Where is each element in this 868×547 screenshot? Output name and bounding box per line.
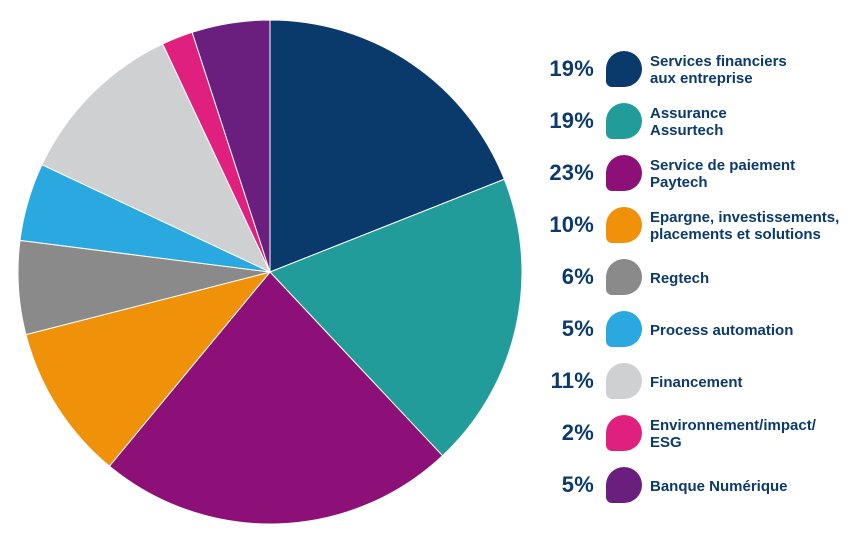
- legend-label-line: Environnement/impact/: [650, 417, 816, 434]
- legend-swatch: [606, 103, 642, 139]
- legend-label-line: Process automation: [650, 321, 794, 339]
- legend-percentage: 19%: [549, 108, 594, 133]
- pie-slice-1: [269, 19, 505, 273]
- legend-label: Process automation: [650, 304, 866, 356]
- legend-swatch: [606, 311, 642, 347]
- legend-percentage: 5%: [561, 472, 594, 497]
- legend-item: 5% Process automation: [526, 304, 866, 356]
- legend-swatch: [606, 415, 642, 451]
- legend-label: Banque Numérique: [650, 460, 866, 512]
- legend-swatch: [606, 259, 642, 295]
- legend-percentage: 10%: [549, 212, 594, 237]
- legend-item: 2% Environnement/impact/ESG: [526, 408, 866, 460]
- legend-label-line: ESG: [650, 434, 682, 451]
- legend-label: Epargne, investissements, placements et s…: [650, 200, 866, 252]
- legend-swatch: [606, 51, 642, 87]
- legend-item: 23% Service de paiement Paytech: [526, 148, 866, 200]
- legend-label: Assurance Assurtech: [650, 96, 866, 148]
- pie-slice-3: [108, 271, 444, 525]
- legend-label: Services financiers aux entreprise: [650, 44, 866, 96]
- legend-label-line: placements et solutions: [650, 226, 821, 243]
- pie-chart-svg: [17, 19, 523, 525]
- pie-slice-9: [191, 19, 271, 273]
- legend-swatch: [606, 363, 642, 399]
- legend-label-line: Assurance: [650, 105, 727, 122]
- legend-item: 19% Services financiers aux entreprise: [526, 44, 866, 96]
- legend-label-line: aux entreprise: [650, 70, 753, 87]
- legend-label-line: Regtech: [650, 269, 710, 287]
- legend-percentage: 23%: [549, 160, 594, 185]
- pie-slice-2: [269, 178, 523, 457]
- legend-label: Environnement/impact/ESG: [650, 408, 866, 460]
- legend-percentage: 5%: [561, 316, 594, 341]
- legend-item: 6% Regtech: [526, 252, 866, 304]
- legend-label: Service de paiement Paytech: [650, 148, 866, 200]
- pie-slice-7: [41, 43, 272, 274]
- legend-percentage: 11%: [550, 368, 594, 393]
- legend-item: 19% Assurance Assurtech: [526, 96, 866, 148]
- pie-chart: [17, 19, 523, 525]
- legend-percentage: 19%: [549, 56, 594, 81]
- legend-swatch: [606, 155, 642, 191]
- pie-slice-4: [25, 271, 272, 467]
- legend-percentage: 6%: [561, 264, 594, 289]
- legend-label-line: Service de paiement: [650, 157, 796, 174]
- legend-label-line: Epargne, investissements,: [650, 209, 840, 226]
- legend-swatch: [606, 467, 642, 503]
- legend-swatch: [606, 207, 642, 243]
- legend-label: Financement: [650, 356, 866, 408]
- legend-item: 10% Epargne, investissements, placements e…: [526, 200, 866, 252]
- legend-label-line: Financement: [650, 373, 743, 391]
- legend-label-line: Banque Numérique: [650, 477, 788, 495]
- legend-label: Regtech: [650, 252, 866, 304]
- legend-label-line: Services financiers: [650, 53, 787, 70]
- legend-item: 11% Financement: [526, 356, 866, 408]
- legend-percentage: 2%: [561, 420, 594, 445]
- legend-label-line: Assurtech: [650, 122, 724, 139]
- legend-label-line: Paytech: [650, 174, 708, 191]
- legend-item: 5% Banque Numérique: [526, 460, 866, 512]
